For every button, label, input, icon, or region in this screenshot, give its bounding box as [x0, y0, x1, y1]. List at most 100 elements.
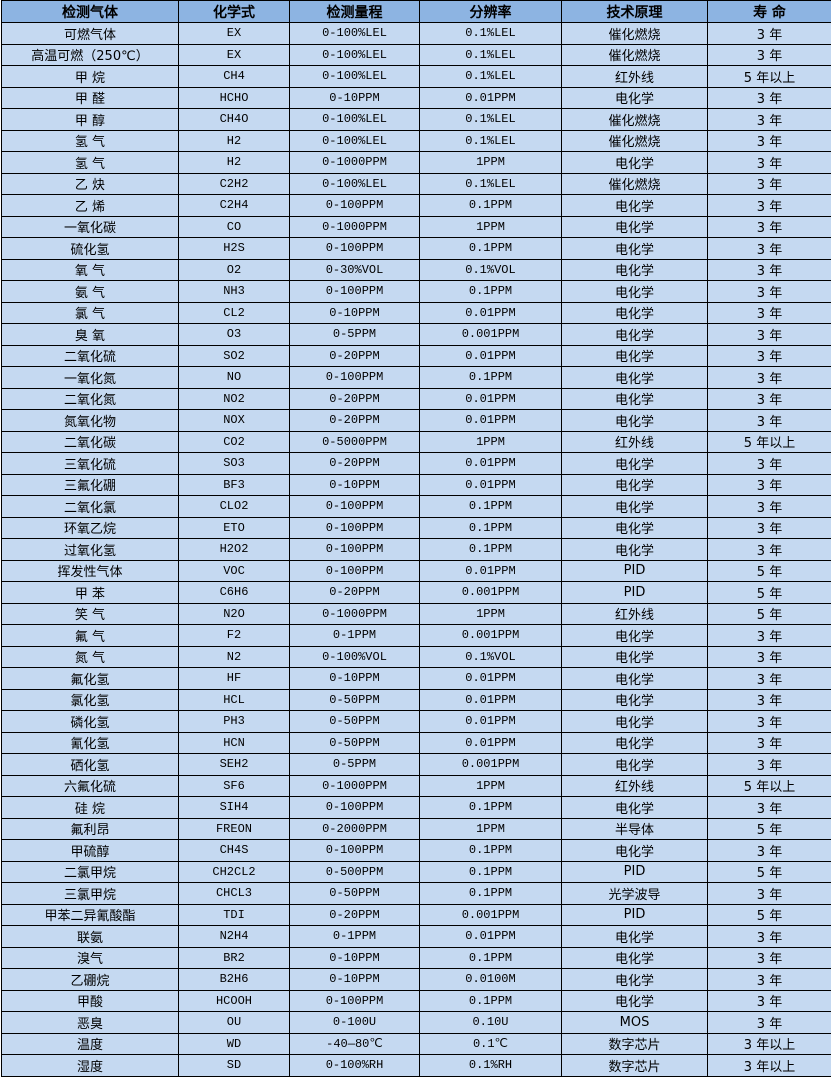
cell-lifespan: 3 年: [708, 646, 831, 668]
cell-principle: 电化学: [562, 474, 708, 496]
cell-principle: 电化学: [562, 259, 708, 281]
cell-resolution: 0.1PPM: [420, 947, 562, 969]
cell-gas-name: 甲 醇: [2, 109, 179, 131]
cell-gas-name: 三氧化硫: [2, 453, 179, 475]
cell-formula: NH3: [179, 281, 290, 303]
cell-principle: 催化燃烧: [562, 109, 708, 131]
cell-gas-name: 氟化氢: [2, 668, 179, 690]
cell-formula: HCOOH: [179, 990, 290, 1012]
cell-principle: 电化学: [562, 195, 708, 217]
cell-formula: CL2: [179, 302, 290, 324]
cell-principle: PID: [562, 582, 708, 604]
cell-lifespan: 3 年: [708, 969, 831, 991]
cell-lifespan: 3 年: [708, 840, 831, 862]
cell-resolution: 0.1PPM: [420, 517, 562, 539]
cell-gas-name: 乙 炔: [2, 173, 179, 195]
cell-gas-name: 恶臭: [2, 1012, 179, 1034]
cell-lifespan: 3 年以上: [708, 1033, 831, 1055]
cell-lifespan: 3 年: [708, 23, 831, 45]
cell-lifespan: 3 年: [708, 130, 831, 152]
cell-principle: 电化学: [562, 840, 708, 862]
cell-resolution: 0.1%LEL: [420, 23, 562, 45]
cell-principle: 电化学: [562, 732, 708, 754]
cell-formula: N2: [179, 646, 290, 668]
cell-lifespan: 3 年: [708, 453, 831, 475]
cell-resolution: 0.1PPM: [420, 883, 562, 905]
cell-resolution: 0.01PPM: [420, 453, 562, 475]
cell-lifespan: 5 年: [708, 582, 831, 604]
cell-range: 0-20PPM: [290, 345, 420, 367]
cell-resolution: 0.0100M: [420, 969, 562, 991]
cell-principle: 红外线: [562, 431, 708, 453]
cell-range: 0-5PPM: [290, 324, 420, 346]
cell-lifespan: 3 年: [708, 797, 831, 819]
cell-formula: O2: [179, 259, 290, 281]
cell-formula: H2O2: [179, 539, 290, 561]
cell-range: 0-100%LEL: [290, 23, 420, 45]
cell-gas-name: 甲 苯: [2, 582, 179, 604]
cell-formula: B2H6: [179, 969, 290, 991]
cell-range: 0-50PPM: [290, 689, 420, 711]
cell-range: 0-20PPM: [290, 453, 420, 475]
cell-formula: CH4S: [179, 840, 290, 862]
cell-principle: 催化燃烧: [562, 44, 708, 66]
cell-lifespan: 3 年: [708, 625, 831, 647]
cell-gas-name: 乙硼烷: [2, 969, 179, 991]
cell-lifespan: 3 年: [708, 87, 831, 109]
cell-range: 0-100%RH: [290, 1055, 420, 1077]
cell-range: 0-100PPM: [290, 367, 420, 389]
cell-resolution: 0.1%LEL: [420, 130, 562, 152]
cell-principle: 电化学: [562, 388, 708, 410]
header-principle: 技术原理: [562, 1, 708, 23]
cell-range: 0-100PPM: [290, 517, 420, 539]
cell-gas-name: 二氧化氯: [2, 496, 179, 518]
cell-formula: NO2: [179, 388, 290, 410]
cell-resolution: 0.01PPM: [420, 689, 562, 711]
cell-range: 0-100%LEL: [290, 66, 420, 88]
cell-range: 0-100PPM: [290, 281, 420, 303]
cell-lifespan: 3 年: [708, 238, 831, 260]
cell-range: 0-1000PPM: [290, 216, 420, 238]
cell-gas-name: 三氟化硼: [2, 474, 179, 496]
cell-formula: PH3: [179, 711, 290, 733]
cell-principle: 电化学: [562, 453, 708, 475]
cell-principle: 电化学: [562, 689, 708, 711]
cell-resolution: 0.01PPM: [420, 410, 562, 432]
cell-lifespan: 3 年以上: [708, 1055, 831, 1077]
cell-gas-name: 环氧乙烷: [2, 517, 179, 539]
cell-formula: C6H6: [179, 582, 290, 604]
cell-lifespan: 3 年: [708, 1012, 831, 1034]
cell-formula: EX: [179, 23, 290, 45]
cell-range: 0-100U: [290, 1012, 420, 1034]
cell-principle: 半导体: [562, 818, 708, 840]
cell-gas-name: 氨 气: [2, 281, 179, 303]
cell-gas-name: 六氟化硫: [2, 775, 179, 797]
cell-principle: 电化学: [562, 711, 708, 733]
cell-lifespan: 3 年: [708, 44, 831, 66]
cell-formula: CH4O: [179, 109, 290, 131]
cell-formula: SIH4: [179, 797, 290, 819]
cell-range: 0-100PPM: [290, 560, 420, 582]
cell-lifespan: 5 年以上: [708, 431, 831, 453]
cell-lifespan: 3 年: [708, 496, 831, 518]
cell-formula: WD: [179, 1033, 290, 1055]
cell-resolution: 0.1%LEL: [420, 109, 562, 131]
cell-lifespan: 3 年: [708, 281, 831, 303]
cell-resolution: 0.001PPM: [420, 625, 562, 647]
